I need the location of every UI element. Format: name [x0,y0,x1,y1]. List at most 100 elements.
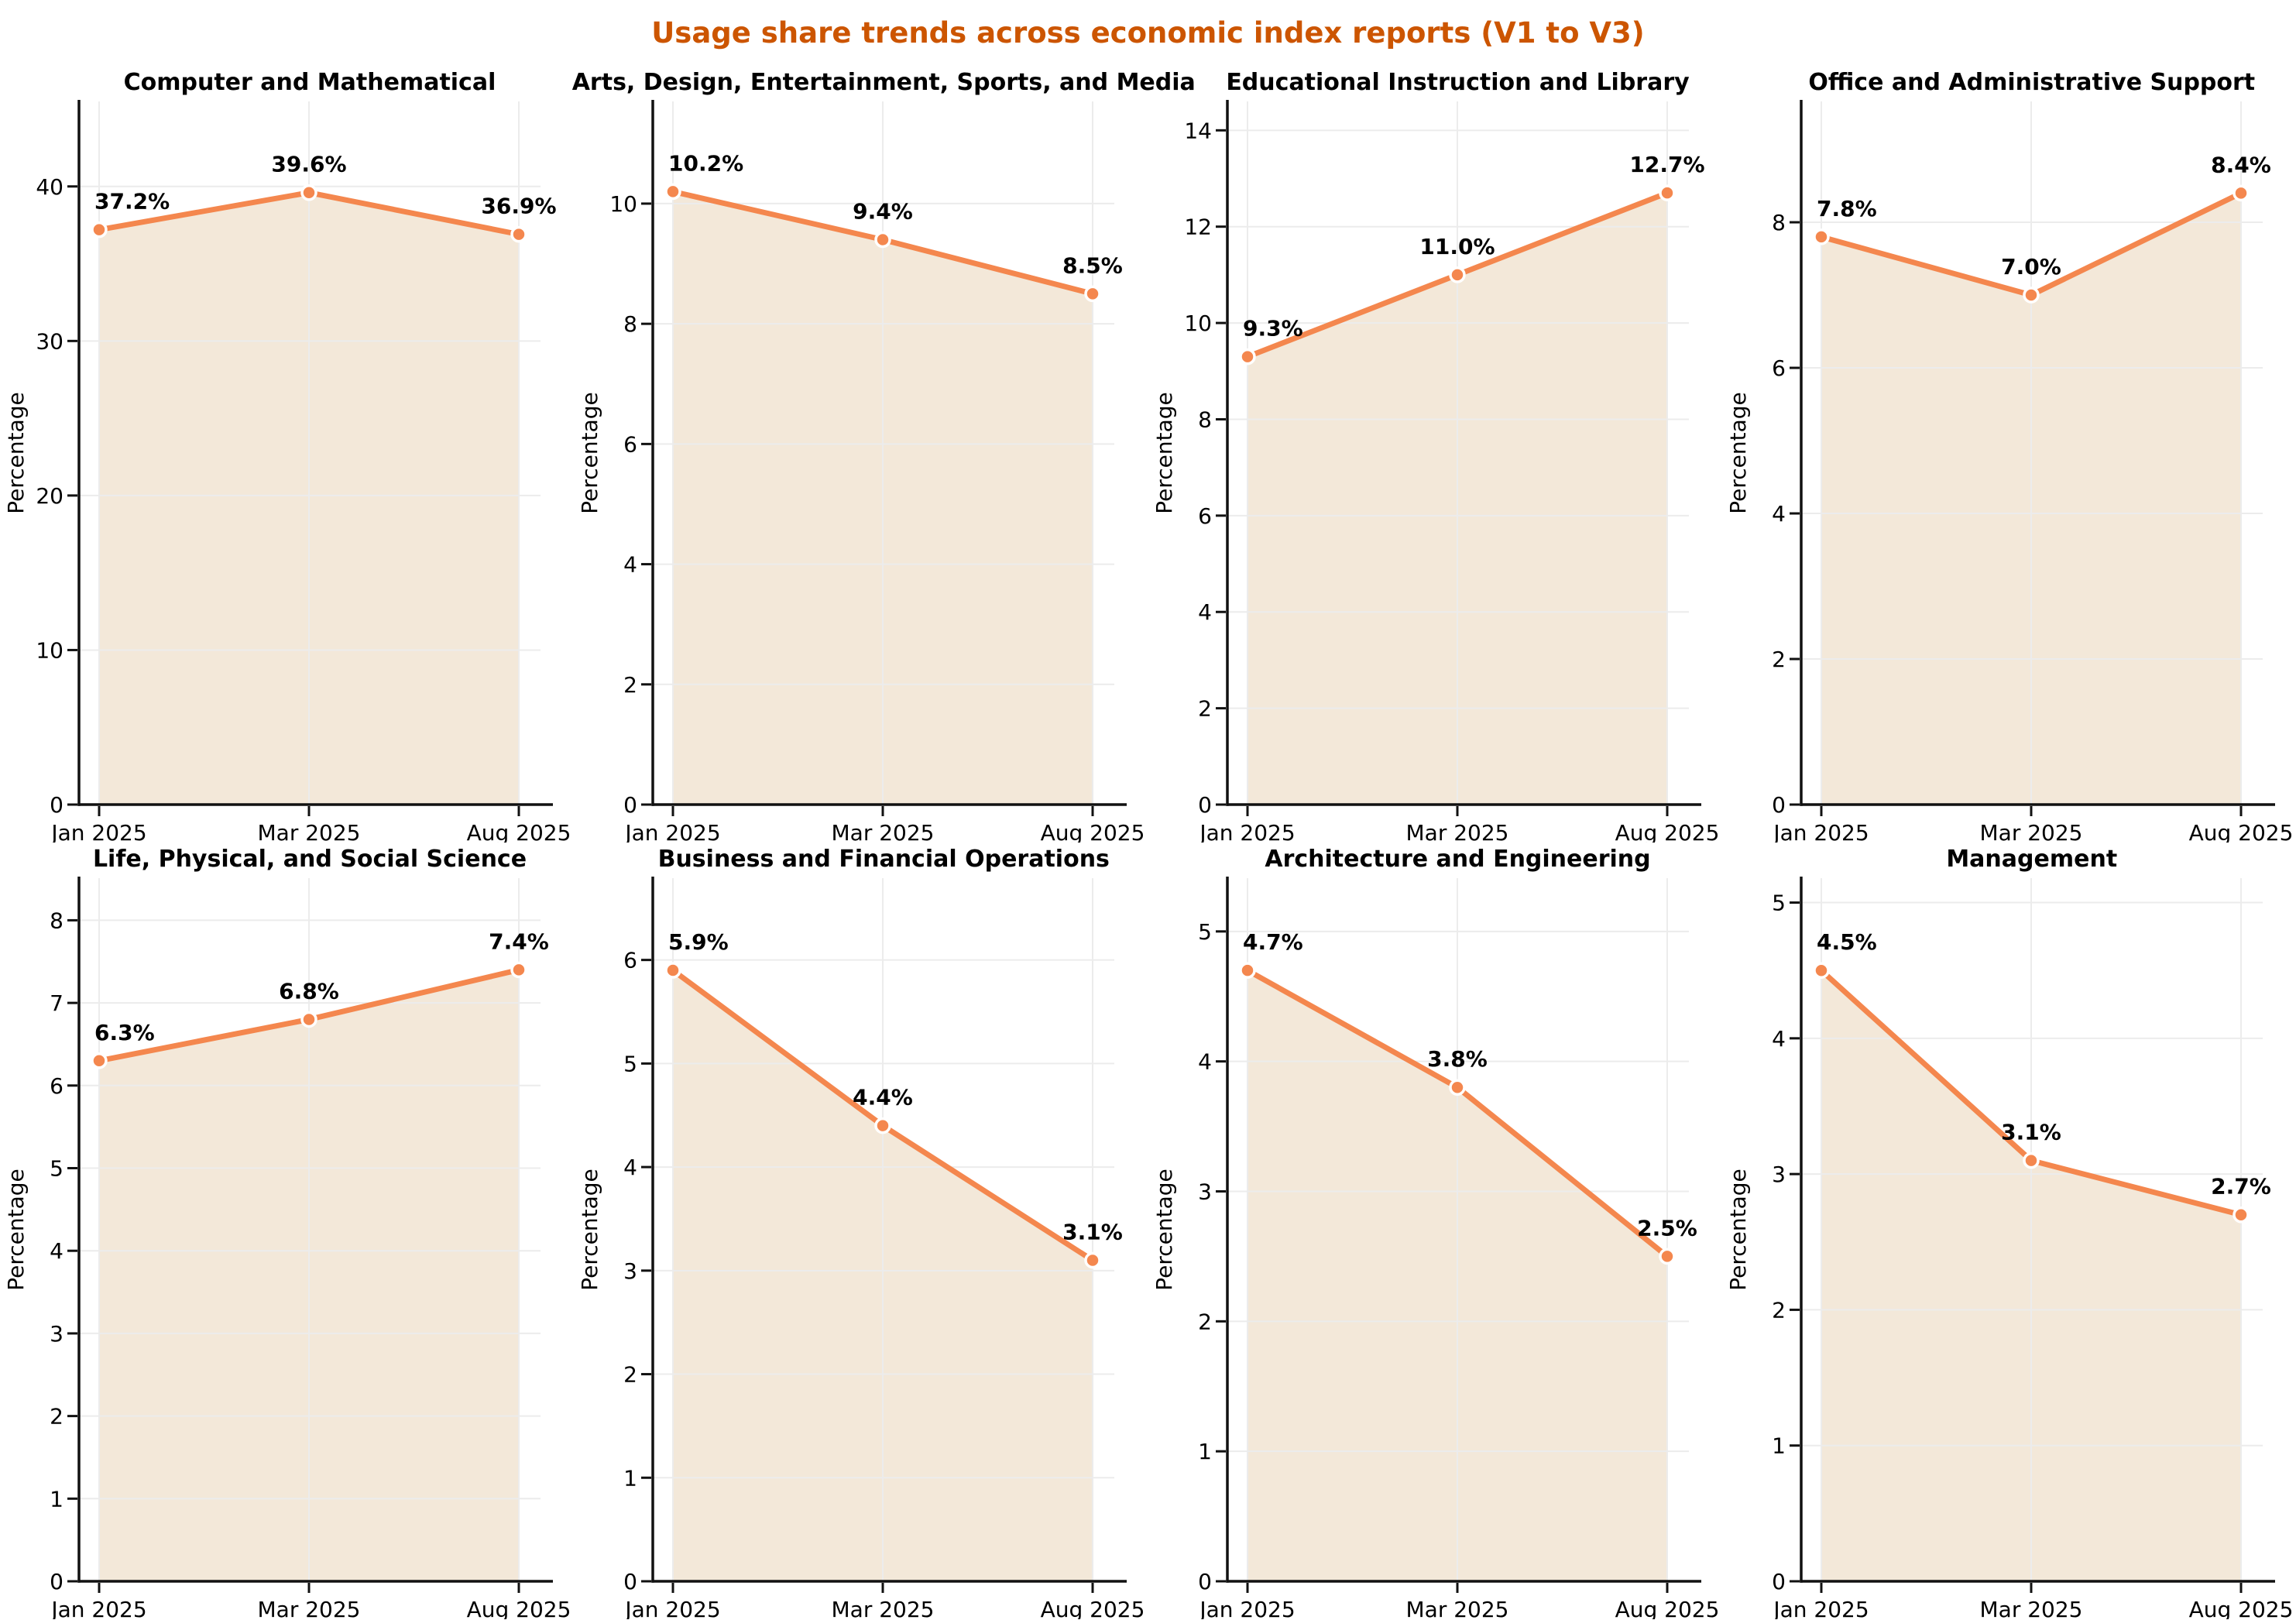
subplot-title: Architecture and Engineering [1265,845,1651,873]
y-tick-label: 2 [623,1362,637,1388]
y-axis-label: Percentage [3,392,29,514]
y-tick-label: 0 [623,792,637,818]
data-point-label: 9.3% [1243,316,1303,342]
x-tick-label: Aug 2025 [1615,820,1719,843]
data-point-marker [2233,1206,2250,1224]
x-tick-label: Jan 2025 [1772,820,1869,843]
data-point-label: 7.0% [2001,254,2061,280]
data-point-marker [91,1052,108,1069]
data-point-marker [1448,1079,1466,1096]
data-point-label: 9.4% [853,198,913,224]
data-point-label: 12.7% [1629,152,1704,177]
y-tick-label: 0 [1772,792,1786,818]
gridlines [1227,878,1689,1581]
x-tick-label: Aug 2025 [1041,820,1145,843]
axis-spines [1225,877,1701,1583]
data-point-marker [1238,348,1256,366]
chart-plot-area: 7.8% 7.0% 8.4% 0 2 4 6 8 Jan 2025 Mar 2025 Aug 202… [1725,100,2293,843]
y-tick-label: 2 [50,1404,63,1430]
subplot-title: Computer and Mathematical [123,68,496,96]
y-tick-label: 6 [50,1073,63,1099]
axis-spines [651,100,1127,806]
gridlines [1800,878,2263,1581]
y-tick-label: 8 [1198,407,1212,432]
data-point-marker [510,225,527,243]
tick-marks [1789,901,2243,1593]
y-axis-label: Percentage [577,392,602,514]
subplot-title: Life, Physical, and Social Science [92,845,527,873]
y-tick-label: 6 [623,948,637,973]
tick-marks [67,185,520,816]
y-tick-label: 40 [36,174,63,200]
y-tick-label: 10 [610,191,638,217]
y-tick-label: 10 [36,637,63,663]
data-point-marker [2023,287,2040,304]
y-tick-label: 5 [50,1156,63,1182]
axis-spines [77,877,553,1583]
y-tick-label: 5 [1772,891,1786,916]
x-tick-label: Jan 2025 [1198,820,1295,843]
subplot-title: Business and Financial Operations [657,845,1110,873]
gridlines [1227,101,1689,805]
y-tick-label: 2 [1198,696,1212,722]
data-point-marker [1658,184,1676,201]
data-point-label: 39.6% [271,152,346,177]
chart-plot-area: 37.2% 39.6% 36.9% 0 10 20 30 40 Jan 2025 Mar 2025… [3,100,571,843]
subplot-title: Educational Instruction and Library [1226,68,1690,96]
y-tick-label: 8 [1772,210,1786,235]
data-point-label: 37.2% [94,189,170,215]
data-point-label: 36.9% [481,194,556,219]
x-tick-label: Jan 2025 [624,820,721,843]
y-tick-label: 1 [1772,1433,1786,1459]
y-tick-label: 1 [623,1465,637,1491]
data-point-label: 6.3% [94,1020,155,1045]
y-tick-label: 30 [36,328,63,354]
data-point-marker [1813,962,1830,979]
y-tick-label: 3 [1198,1179,1212,1204]
chart-plot-area: 4.7% 3.8% 2.5% 0 1 2 3 4 5 Jan 2025 Mar 2025 Aug 20… [1151,877,1719,1619]
data-point-label: 3.1% [2001,1120,2061,1145]
y-tick-label: 14 [1184,118,1212,143]
y-tick-label: 6 [1772,355,1786,381]
chart-plot-area: 10.2% 9.4% 8.5% 0 2 4 6 8 10 Jan 2025 Mar 2025 Aug … [577,100,1145,843]
tick-marks [641,202,1094,816]
data-point-marker [874,231,891,249]
y-tick-label: 4 [623,1155,637,1180]
data-point-marker [2233,184,2250,202]
data-point-label: 7.4% [489,928,549,954]
x-tick-label: Aug 2025 [2188,1597,2293,1619]
y-tick-label: 10 [1184,311,1212,336]
axis-spines [1800,100,2275,806]
y-axis-label: Percentage [1151,392,1177,514]
y-tick-label: 0 [623,1569,637,1594]
subplot-computer-and-mathematical: Computer and Mathematical 37.2% 39.6% 36.9… [0,66,574,843]
y-axis-label: Percentage [1725,1169,1751,1291]
y-tick-label: 3 [50,1321,63,1347]
subplot-business-and-financial-operations: Business and Financial Operations 5.9% 4.… [574,843,1148,1620]
y-tick-label: 0 [1772,1569,1786,1594]
data-point-label: 4.5% [1817,929,1877,955]
x-tick-label: Mar 2025 [832,820,935,843]
x-tick-label: Aug 2025 [467,1597,571,1619]
x-tick-label: Mar 2025 [1405,1597,1508,1619]
y-tick-label: 2 [623,672,637,698]
y-tick-label: 0 [1198,792,1212,818]
tick-marks [1789,221,2243,816]
y-tick-label: 2 [1772,647,1786,672]
x-tick-label: Jan 2025 [624,1597,721,1619]
data-point-marker [1658,1248,1676,1265]
data-point-label: 2.5% [1637,1215,1697,1241]
x-tick-label: Aug 2025 [467,820,571,843]
data-point-label: 11.0% [1419,234,1495,259]
data-point-label: 5.9% [668,929,729,955]
y-tick-label: 0 [1198,1569,1212,1594]
data-point-label: 2.7% [2211,1174,2271,1200]
chart-plot-area: 5.9% 4.4% 3.1% 0 1 2 3 4 5 6 Jan 2025 Mar 2025 Aug 2… [577,877,1145,1619]
y-axis-label: Percentage [1151,1169,1177,1291]
x-tick-label: Jan 2025 [1198,1597,1295,1619]
data-point-label: 4.7% [1243,929,1303,955]
y-tick-label: 8 [50,908,63,933]
y-tick-label: 20 [36,483,63,509]
y-tick-label: 1 [1198,1439,1212,1464]
subplot-management: Management 4.5% 3.1% 2.7% 0 1 2 3 4 5 Jan 2025 Mar… [1722,843,2296,1620]
